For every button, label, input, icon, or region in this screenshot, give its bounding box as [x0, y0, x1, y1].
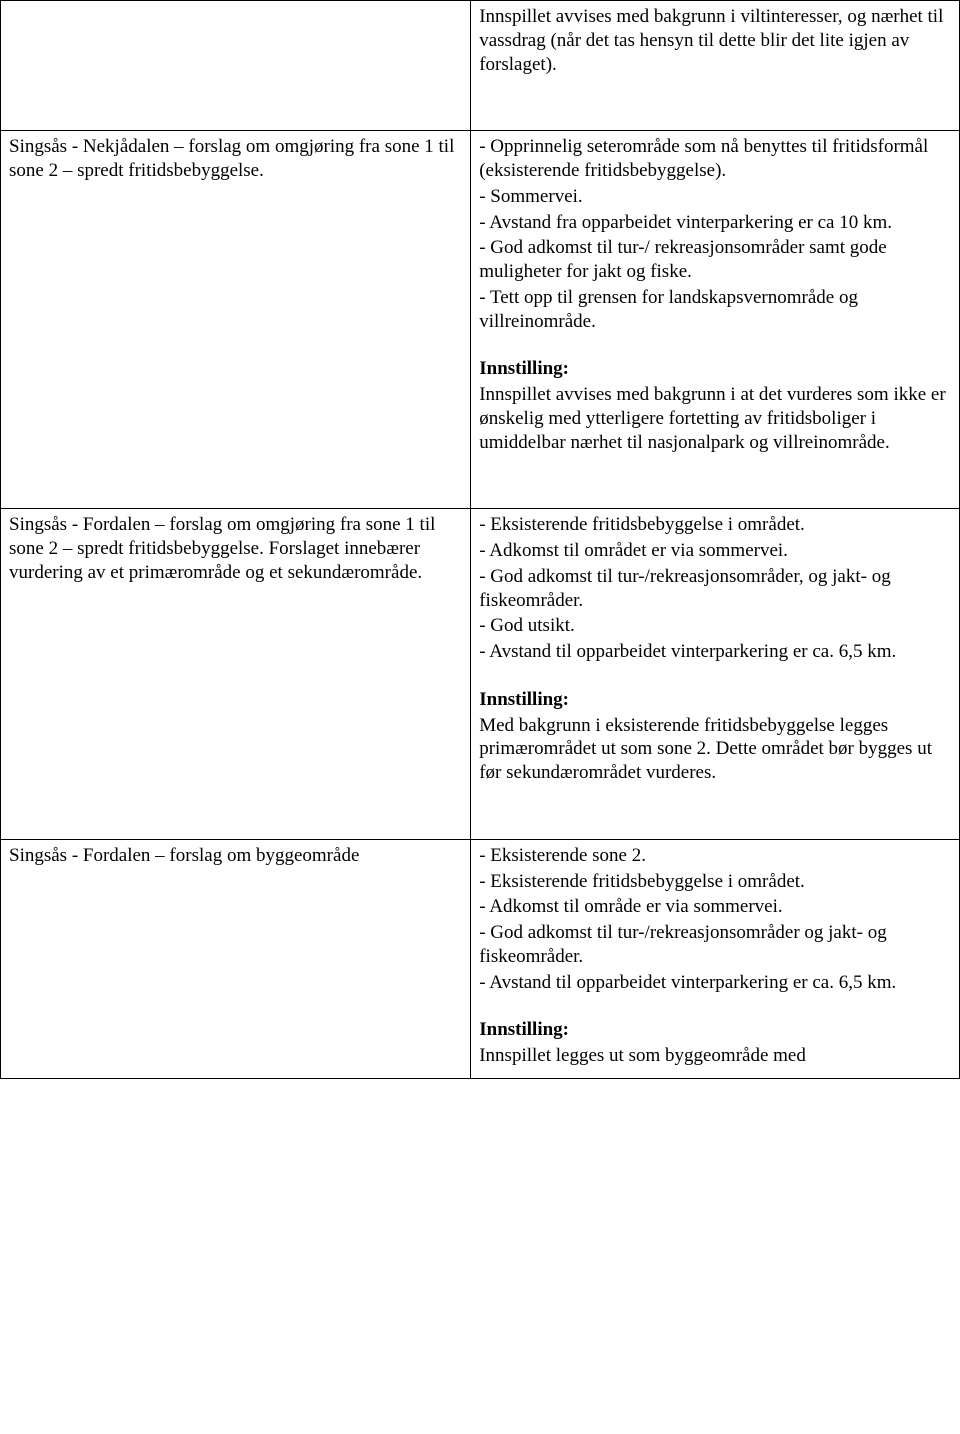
text: Singsås - Fordalen – forslag om omgjørin… [9, 513, 462, 584]
text: - God adkomst til tur-/rekreasjonsområde… [479, 921, 951, 969]
table-row: Singsås - Fordalen – forslag om byggeomr… [1, 839, 960, 1078]
text: Singsås - Nekjådalen – forslag om omgjør… [9, 135, 462, 183]
spacer [479, 456, 951, 500]
spacer [479, 78, 951, 122]
heading-innstilling: Innstilling: [479, 688, 951, 712]
text: - Eksisterende fritidsbebyggelse i områd… [479, 870, 951, 894]
text: Innspillet avvises med bakgrunn i viltin… [479, 5, 951, 76]
cell-right-0: Innspillet avvises med bakgrunn i viltin… [471, 1, 960, 131]
spacer [479, 996, 951, 1018]
text: Innspillet avvises med bakgrunn i at det… [479, 383, 951, 454]
cell-right-1: - Opprinnelig seterområde som nå benytte… [471, 131, 960, 509]
table-row: Singsås - Nekjådalen – forslag om omgjør… [1, 131, 960, 509]
table-row: Innspillet avvises med bakgrunn i viltin… [1, 1, 960, 131]
text: - Eksisterende sone 2. [479, 844, 951, 868]
spacer [479, 335, 951, 357]
text: - Adkomst til området er via sommervei. [479, 539, 951, 563]
text: Singsås - Fordalen – forslag om byggeomr… [9, 844, 462, 868]
text: - Adkomst til område er via sommervei. [479, 895, 951, 919]
text: - God adkomst til tur-/rekreasjonsområde… [479, 565, 951, 613]
text: - Opprinnelig seterområde som nå benytte… [479, 135, 951, 183]
text: - Avstand til opparbeidet vinterparkerin… [479, 640, 951, 664]
text: - God adkomst til tur-/ rekreasjonsområd… [479, 236, 951, 284]
text: - Avstand fra opparbeidet vinterparkerin… [479, 211, 951, 235]
document-table: Innspillet avvises med bakgrunn i viltin… [0, 0, 960, 1079]
spacer [479, 787, 951, 831]
spacer [479, 666, 951, 688]
table-row: Singsås - Fordalen – forslag om omgjørin… [1, 509, 960, 840]
text: - Sommervei. [479, 185, 951, 209]
text: Innspillet legges ut som byggeområde med [479, 1044, 951, 1068]
cell-left-2: Singsås - Fordalen – forslag om omgjørin… [1, 509, 471, 840]
cell-left-3: Singsås - Fordalen – forslag om byggeomr… [1, 839, 471, 1078]
cell-left-1: Singsås - Nekjådalen – forslag om omgjør… [1, 131, 471, 509]
text: - God utsikt. [479, 614, 951, 638]
heading-innstilling: Innstilling: [479, 1018, 951, 1042]
heading-innstilling: Innstilling: [479, 357, 951, 381]
text: - Eksisterende fritidsbebyggelse i områd… [479, 513, 951, 537]
cell-right-2: - Eksisterende fritidsbebyggelse i områd… [471, 509, 960, 840]
cell-left-0 [1, 1, 471, 131]
cell-right-3: - Eksisterende sone 2. - Eksisterende fr… [471, 839, 960, 1078]
text: Med bakgrunn i eksisterende fritidsbebyg… [479, 714, 951, 785]
text: - Tett opp til grensen for landskapsvern… [479, 286, 951, 334]
text: - Avstand til opparbeidet vinterparkerin… [479, 971, 951, 995]
